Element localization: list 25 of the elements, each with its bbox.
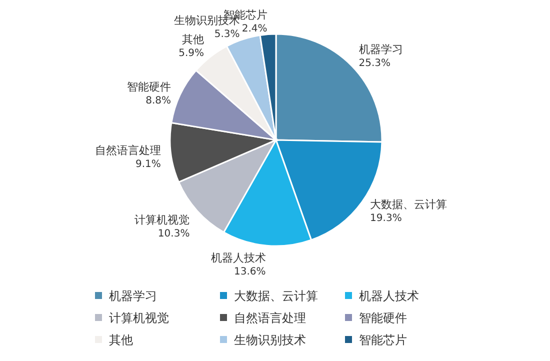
legend-label: 智能芯片 xyxy=(359,333,407,347)
legend-label: 大数据、云计算 xyxy=(234,289,318,303)
data-label: 19.3% xyxy=(370,212,402,224)
legend-label: 生物识别技术 xyxy=(234,333,306,347)
slice-label: 智能硬件 xyxy=(127,80,172,94)
legend-label: 其他 xyxy=(109,333,133,347)
data-label: 5.9% xyxy=(178,48,204,60)
data-label: 5.3% xyxy=(214,28,240,40)
legend-label: 智能硬件 xyxy=(359,311,407,325)
legend-label: 机器学习 xyxy=(109,289,157,303)
legend-label: 自然语言处理 xyxy=(234,311,306,325)
data-label: 2.4% xyxy=(242,23,268,34)
slice-label: 其他 xyxy=(182,33,204,46)
slice-label: 大数据、云计算 xyxy=(370,198,448,211)
legend-label: 机器人技术 xyxy=(359,289,419,303)
slice-label: 机器学习 xyxy=(358,42,403,56)
legend-label: 计算机视觉 xyxy=(109,311,169,325)
slice-label: 机器人技术 xyxy=(210,252,266,265)
slice-label: 自然语言处理 xyxy=(94,144,161,158)
data-label: 13.6% xyxy=(234,266,266,278)
slice-label: 计算机视觉 xyxy=(134,214,190,227)
data-label: 9.1% xyxy=(135,159,161,170)
data-label: 10.3% xyxy=(158,228,190,240)
data-label: 8.8% xyxy=(146,96,172,107)
data-label: 25.3% xyxy=(358,58,391,69)
